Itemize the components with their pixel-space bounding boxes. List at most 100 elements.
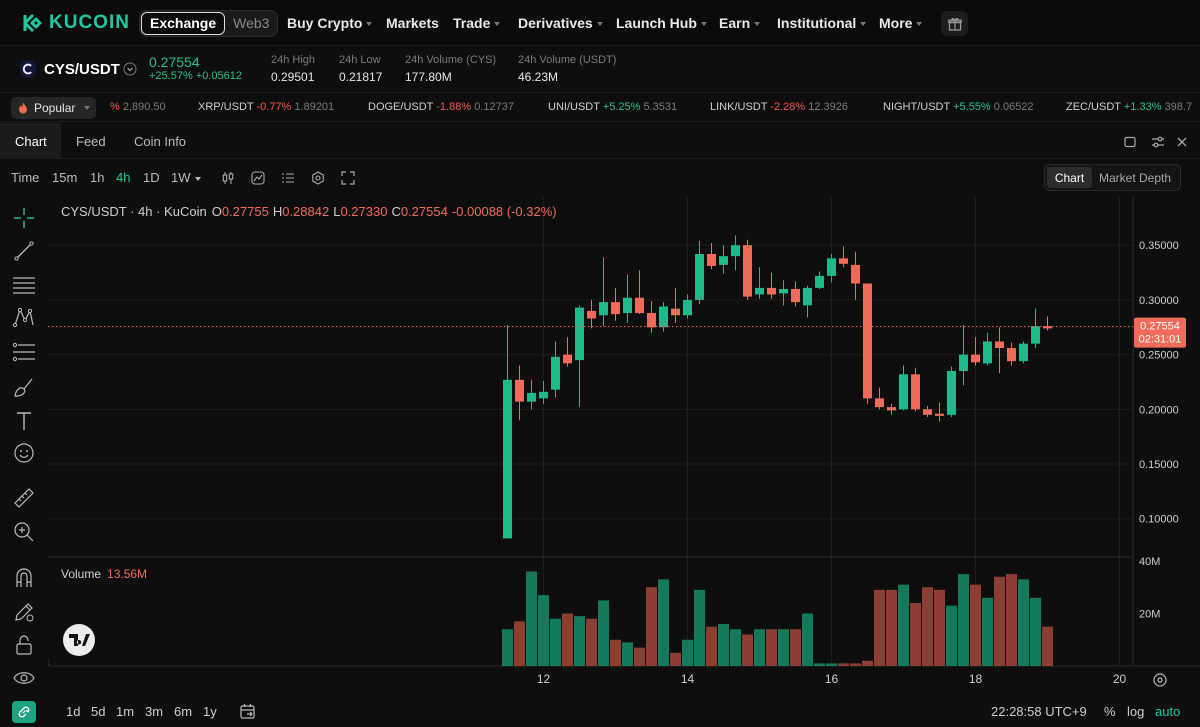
candle-body <box>623 297 632 314</box>
goto-realtime-button[interactable] <box>1153 673 1167 687</box>
percent-toggle[interactable]: % <box>1104 704 1116 719</box>
candle <box>1043 316 1052 331</box>
eye-icon[interactable] <box>12 666 36 690</box>
nav-more[interactable]: More <box>879 15 923 31</box>
kucoin-logo[interactable]: KUCOIN <box>21 12 130 34</box>
candle <box>923 406 932 417</box>
nav-trade[interactable]: Trade <box>453 15 501 31</box>
exchange-tab[interactable]: Exchange <box>141 12 226 35</box>
y-tick-label: 0.30000 <box>1139 295 1179 307</box>
nav-institutional[interactable]: Institutional <box>777 15 867 31</box>
candle <box>515 365 524 421</box>
auto-toggle[interactable]: auto <box>1155 704 1181 719</box>
link-button[interactable] <box>12 701 36 723</box>
timeframe-1w[interactable]: 1W <box>171 170 201 185</box>
stay-drawing-icon[interactable] <box>12 600 36 624</box>
range-3m[interactable]: 3m <box>145 704 164 719</box>
view-market-depth-button[interactable]: Market Depth <box>1099 171 1172 185</box>
candle-body <box>971 354 980 363</box>
volume-bar <box>934 589 945 666</box>
log-toggle[interactable]: log <box>1127 704 1145 719</box>
magnet-icon[interactable] <box>12 566 36 590</box>
candle-body <box>1031 326 1040 344</box>
price-chart[interactable]: 0.10000 0.15000 0.20000 0.25000 0.30000 0.350… <box>46 196 1200 696</box>
pattern-tool-icon[interactable] <box>12 306 36 330</box>
nav-buy-crypto[interactable]: Buy Crypto <box>287 15 373 31</box>
horizontal-lines-icon[interactable] <box>12 273 36 297</box>
range-1m[interactable]: 1m <box>116 704 135 719</box>
popular-dropdown[interactable]: Popular <box>11 97 96 119</box>
candle-body <box>743 245 752 297</box>
gift-button[interactable] <box>941 11 968 36</box>
candle-body <box>779 288 788 294</box>
timeframe-15m[interactable]: 15m <box>52 170 78 185</box>
candle <box>827 253 836 283</box>
timeframe-1h[interactable]: 1h <box>90 170 105 185</box>
strip-item[interactable]: UNI/USDT +5.25% 5.3531 <box>548 101 677 113</box>
zoom-in-icon[interactable] <box>12 520 36 544</box>
candle <box>779 280 788 306</box>
lock-icon[interactable] <box>12 633 36 657</box>
volume-bar <box>970 584 981 666</box>
strip-item[interactable]: % 2,890.50 <box>110 101 166 113</box>
legend-change: -0.00088 (-0.32%) <box>452 204 557 219</box>
nav-launch-hub[interactable]: Launch Hub <box>616 15 707 31</box>
legend-close: 0.27554 <box>401 204 448 219</box>
y-tick-label: 0.20000 <box>1139 404 1179 416</box>
strip-item[interactable]: ZEC/USDT +1.33% 398.7 <box>1066 101 1192 113</box>
range-1y[interactable]: 1y <box>203 704 217 719</box>
strip-item[interactable]: DOGE/USDT -1.88% 0.12737 <box>368 101 514 113</box>
strip-item[interactable]: LINK/USDT -2.28% 12.3926 <box>710 101 848 113</box>
volume-bars <box>502 571 1053 666</box>
nav-markets[interactable]: Markets <box>386 15 439 31</box>
nav-earn[interactable]: Earn <box>719 15 761 31</box>
brush-icon[interactable] <box>12 375 36 399</box>
trend-line-icon[interactable] <box>12 239 36 263</box>
collapse-toolbar-icon[interactable]: ‹ <box>46 657 49 668</box>
web3-tab[interactable]: Web3 <box>233 15 270 31</box>
pair-dropdown-icon[interactable] <box>123 62 137 76</box>
text-tool-icon[interactable] <box>12 409 36 433</box>
strip-item[interactable]: XRP/USDT -0.77% 1.89201 <box>198 101 334 113</box>
indicators-icon[interactable] <box>251 171 266 185</box>
templates-icon[interactable] <box>281 171 295 185</box>
tradingview-logo[interactable] <box>63 624 95 656</box>
settings-icon[interactable] <box>311 171 325 185</box>
window-icon[interactable] <box>1124 136 1136 148</box>
candle <box>839 246 848 268</box>
range-1d[interactable]: 1d <box>66 704 81 719</box>
timeframe-1d[interactable]: 1D <box>143 170 160 185</box>
crosshair-icon[interactable] <box>12 206 36 230</box>
pair-name[interactable]: CYS/USDT <box>44 61 120 78</box>
candle <box>551 341 560 398</box>
legend-low: 0.27330 <box>340 204 387 219</box>
fib-tool-icon[interactable] <box>12 340 36 364</box>
calendar-range-icon[interactable] <box>239 703 257 721</box>
settings-sliders-icon[interactable] <box>1151 136 1165 148</box>
close-icon[interactable] <box>1176 136 1188 148</box>
tab-chart[interactable]: Chart <box>15 134 47 149</box>
time-axis[interactable]: 12 14 16 18 20 <box>537 672 1127 686</box>
y-tick-label: 0.15000 <box>1139 459 1179 471</box>
fullscreen-icon[interactable] <box>341 171 355 185</box>
chart-canvas[interactable]: 0.10000 0.15000 0.20000 0.25000 0.30000 0.350… <box>46 196 1200 696</box>
range-6m[interactable]: 6m <box>174 704 193 719</box>
legend-h-label: H <box>273 204 282 219</box>
emoji-icon[interactable] <box>12 441 36 465</box>
price-axis[interactable]: 0.10000 0.15000 0.20000 0.25000 0.30000 0.350… <box>1139 240 1179 525</box>
ruler-icon[interactable] <box>12 486 36 510</box>
timeframe-4h[interactable]: 4h <box>116 170 131 185</box>
view-chart-button[interactable]: Chart <box>1047 167 1092 188</box>
tab-coin-info[interactable]: Coin Info <box>134 134 187 149</box>
view-toggle: Chart Market Depth <box>1044 164 1181 191</box>
strip-item[interactable]: NIGHT/USDT +5.55% 0.06522 <box>883 101 1034 113</box>
volume-bar <box>946 605 957 666</box>
range-5d[interactable]: 5d <box>91 704 106 719</box>
volume-bar <box>766 629 777 666</box>
candle-type-icon[interactable] <box>221 171 235 185</box>
nav-label: Launch Hub <box>616 15 697 31</box>
utc-clock[interactable]: 22:28:58 UTC+9 <box>991 704 1087 719</box>
tab-feed[interactable]: Feed <box>76 134 106 149</box>
nav-derivatives[interactable]: Derivatives <box>518 15 603 31</box>
volume-bar <box>706 626 717 666</box>
